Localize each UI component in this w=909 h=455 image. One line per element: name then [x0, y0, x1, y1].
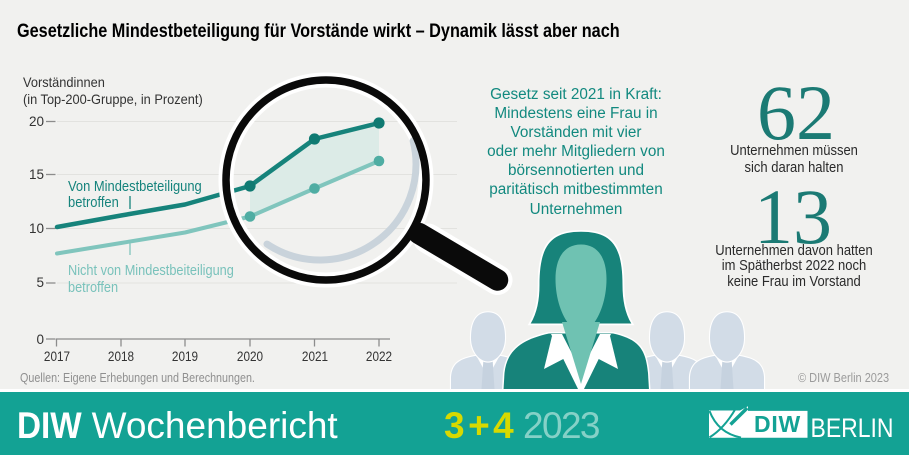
- svg-text:DIW: DIW: [754, 411, 801, 437]
- svg-text:BERLIN: BERLIN: [811, 413, 894, 443]
